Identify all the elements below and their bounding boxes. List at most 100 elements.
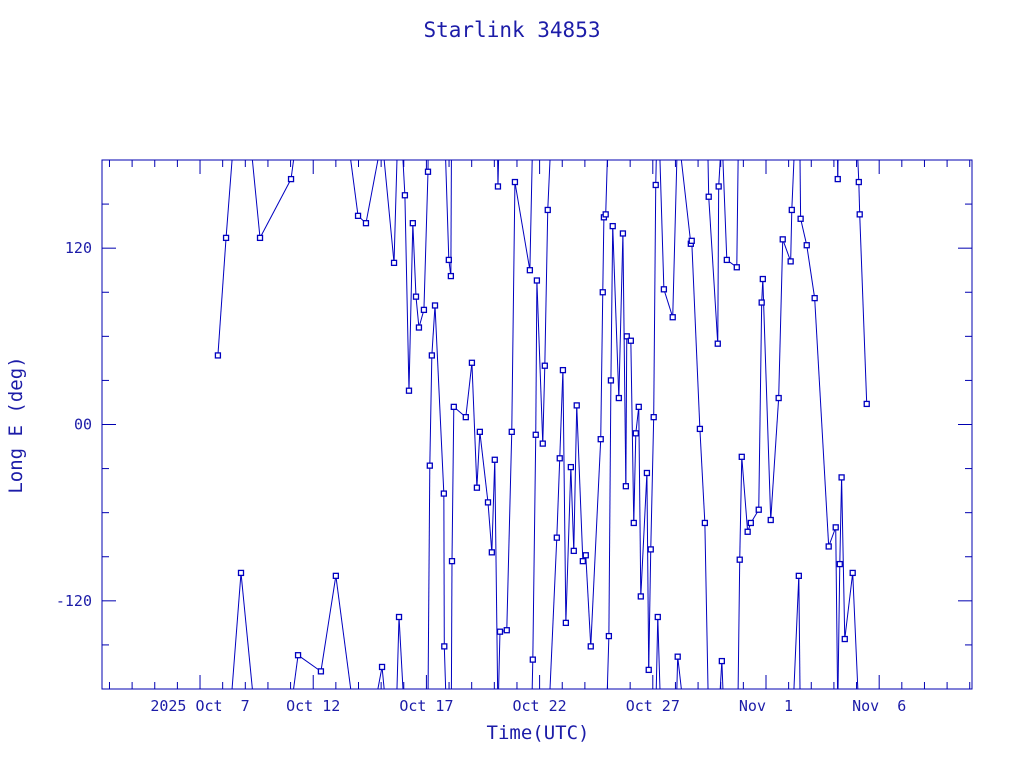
series-segment — [226, 160, 232, 238]
data-point — [826, 544, 831, 549]
series-segment — [705, 523, 708, 689]
x-tick-label: Nov 6 — [852, 697, 906, 715]
y-tick-label: 00 — [74, 416, 92, 434]
data-point — [542, 363, 547, 368]
data-point — [557, 456, 562, 461]
data-point — [489, 550, 494, 555]
plot-frame — [102, 160, 972, 689]
data-point — [497, 629, 502, 634]
x-axis-label: Time(UTC) — [487, 722, 590, 744]
data-point — [588, 644, 593, 649]
data-point — [495, 184, 500, 189]
series-segment — [658, 617, 660, 689]
series-segment — [428, 466, 430, 689]
data-point — [789, 207, 794, 212]
data-point — [610, 224, 615, 229]
data-point — [463, 415, 468, 420]
data-point — [646, 667, 651, 672]
series-segment — [566, 467, 571, 623]
y-tick-label: -120 — [56, 592, 92, 610]
chart-title: Starlink 34853 — [423, 18, 600, 42]
series-segment — [232, 573, 241, 689]
data-point — [429, 353, 434, 358]
data-point — [600, 290, 605, 295]
data-point — [449, 559, 454, 564]
series-segment — [603, 217, 604, 292]
data-point — [644, 470, 649, 475]
data-point — [410, 221, 415, 226]
data-point — [598, 437, 603, 442]
data-point — [580, 559, 585, 564]
series-segment — [708, 160, 709, 197]
series-segment — [260, 179, 291, 238]
series-segment — [613, 226, 619, 398]
data-point — [833, 525, 838, 530]
data-point — [474, 485, 479, 490]
series-segment — [446, 160, 449, 260]
series-segment — [444, 646, 445, 689]
series-segment — [838, 564, 840, 689]
data-point — [583, 553, 588, 558]
data-point — [477, 429, 482, 434]
series-segment — [634, 433, 636, 523]
data-point — [540, 441, 545, 446]
data-point — [446, 257, 451, 262]
data-point — [734, 265, 739, 270]
series-segment — [384, 160, 394, 263]
series-segment — [719, 160, 721, 186]
data-point — [842, 637, 847, 642]
series-segment — [530, 160, 532, 270]
series-segment — [815, 298, 829, 546]
series-segment — [836, 527, 838, 689]
data-point — [756, 507, 761, 512]
series-segment — [536, 280, 537, 434]
series-segment — [416, 297, 419, 328]
data-point — [864, 401, 869, 406]
data-point — [416, 325, 421, 330]
data-point — [689, 238, 694, 243]
data-point — [788, 259, 793, 264]
series-segment — [472, 363, 477, 488]
x-tick-label: Nov 1 — [739, 697, 793, 715]
data-point — [504, 628, 509, 633]
series-segment — [586, 555, 591, 646]
series-segment — [783, 239, 791, 261]
series-segment — [779, 239, 783, 398]
data-point — [628, 338, 633, 343]
data-point — [648, 547, 653, 552]
series-segment — [800, 160, 801, 219]
data-point — [651, 415, 656, 420]
series-segment — [853, 573, 858, 689]
data-point — [318, 669, 323, 674]
x-tick-label: Oct 27 — [626, 697, 680, 715]
series-segment — [700, 429, 705, 523]
data-point — [413, 294, 418, 299]
series-segment — [399, 617, 403, 689]
series-segment — [543, 366, 545, 444]
data-point — [633, 431, 638, 436]
series-segment — [405, 195, 409, 390]
series-segment — [692, 241, 700, 429]
data-point — [857, 212, 862, 217]
data-point — [527, 268, 532, 273]
series-segment — [532, 660, 533, 689]
series-segment — [859, 182, 860, 214]
series-segment — [512, 182, 515, 432]
series-segment — [451, 561, 452, 689]
series-segment — [452, 407, 454, 561]
data-point — [554, 535, 559, 540]
series-segment — [321, 576, 336, 672]
series-segment — [563, 370, 566, 623]
series-segment — [639, 407, 641, 597]
series-segment — [241, 573, 252, 689]
series-segment — [477, 432, 480, 488]
data-point — [636, 404, 641, 409]
data-point — [697, 426, 702, 431]
series-segment — [252, 160, 260, 238]
series-segment — [591, 439, 601, 646]
data-point — [451, 404, 456, 409]
series-segment — [607, 636, 609, 689]
series-segment — [435, 305, 444, 493]
series-segment — [791, 210, 792, 261]
